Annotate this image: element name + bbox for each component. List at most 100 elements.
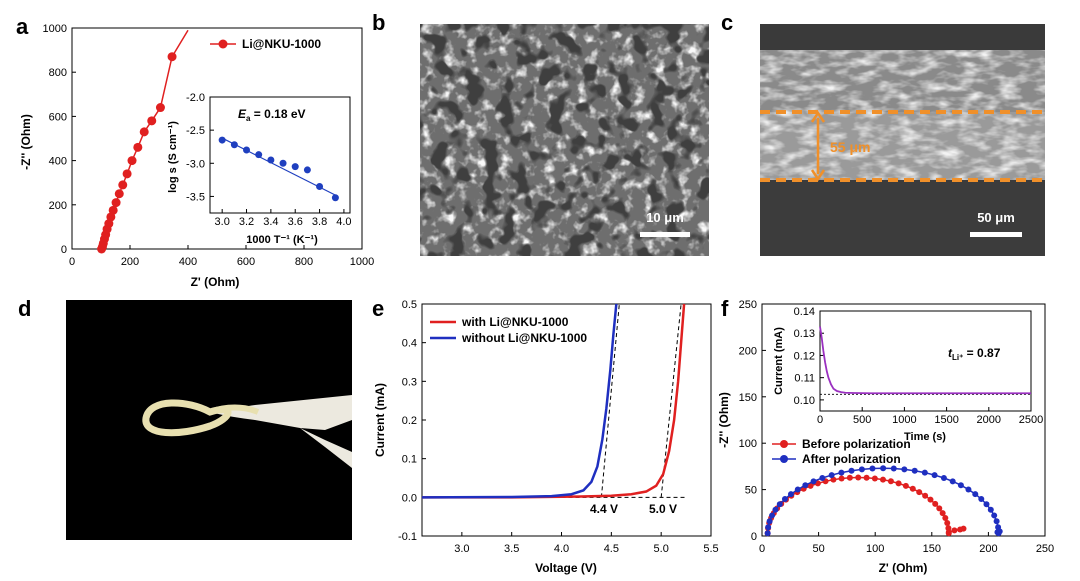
panel-f-y-tick-label: 50 <box>745 485 757 497</box>
panel-a-inset-data-point <box>267 156 275 164</box>
panel-f-after-data-point <box>802 482 809 489</box>
panel-f-x-tick-label: 150 <box>923 543 941 555</box>
panel-f-before-data-point <box>871 475 878 482</box>
panel-e-tangent-line <box>660 303 682 498</box>
panel-a-inset-y-tick-label: -2.5 <box>186 125 205 137</box>
panel-c-sem-cross-section-image: 55 μm 50 μm <box>760 24 1045 256</box>
panel-a-y-tick-label: 0 <box>61 244 67 256</box>
panel-f-before-data-point <box>830 476 837 483</box>
panel-e-tangent-lines <box>561 303 687 498</box>
panel-f-after-data-point <box>931 472 938 479</box>
panel-f-inset-y-tick-label: 0.13 <box>794 328 815 340</box>
panel-c-substrate <box>760 180 1045 256</box>
panel-a-inset-annotation: Ea = 0.18 eV <box>238 107 306 123</box>
panel-f-before-data-point <box>909 485 916 492</box>
panel-f-before-data-point <box>932 500 939 507</box>
panel-b-scale-bar <box>640 232 690 237</box>
panel-f-legend-label-before: Before polarization <box>802 437 911 451</box>
panel-e-y-tick-label: 0.4 <box>402 338 417 350</box>
panel-a-inset-x-label: 1000 T⁻¹ (K⁻¹) <box>246 234 318 246</box>
panel-f-x-tick-label: 100 <box>866 543 884 555</box>
panel-a-inset-y-ticks: -2.0 -2.5 -3.0 -3.5 <box>186 92 214 203</box>
panel-f-inset: 0 500 1000 1500 2000 2500 0.100.110.120.130.1… <box>773 306 1043 443</box>
panel-f-inset-y-tick-label: 0.14 <box>794 306 815 318</box>
panel-f-inset-current-line <box>819 326 1031 395</box>
panel-a-inset-x-tick-label: 4.0 <box>336 216 351 228</box>
panel-a-eis-plot: 0 200 400 600 800 1000 0 200 400 600 800 1000 Z' (… <box>19 23 374 289</box>
panel-f-after-data-point <box>765 524 772 531</box>
panel-e-y-tick-label: 0.1 <box>402 454 417 466</box>
panel-f-before-data-point <box>951 527 958 534</box>
panel-f-x-tick-label: 250 <box>1036 543 1054 555</box>
panel-letter-d: d <box>18 296 31 321</box>
panel-a-inset-y-tick-label: -3.0 <box>186 158 205 170</box>
panel-a-y-tick-label: 200 <box>49 200 67 212</box>
panel-f-inset-x-tick-label: 2500 <box>1019 414 1043 426</box>
panel-f-after-data-point <box>972 491 979 498</box>
panel-a-legend-label: Li@NKU-1000 <box>242 37 321 51</box>
panel-a-data-point <box>111 198 121 208</box>
panel-a-inset-x-ticks: 3.0 3.2 3.4 3.6 3.8 4.0 <box>215 209 352 228</box>
panel-a-inset-x-tick-label: 3.2 <box>239 216 254 228</box>
panel-c-film-texture <box>760 50 1045 180</box>
panel-f-before-data-point <box>902 482 909 489</box>
panel-f-after-data-point <box>766 518 773 525</box>
panel-a-series <box>97 29 189 254</box>
panel-c-thickness-label: 55 μm <box>830 139 870 155</box>
panel-b-scale-label: 10 μm <box>646 210 684 225</box>
panel-f-inset-x-tick-label: 1000 <box>892 414 916 426</box>
panel-c-scale-label: 50 μm <box>977 210 1015 225</box>
panel-a-y-tick-label: 800 <box>49 67 67 79</box>
panel-f-legend: Before polarization After polarization <box>772 437 911 466</box>
panel-letter-b: b <box>372 10 385 35</box>
panel-a-plot-frame <box>71 27 363 250</box>
panel-f-inset-x-tick-label: 2000 <box>977 414 1001 426</box>
panel-a-y-tick-label: 1000 <box>43 23 67 35</box>
panel-a-inset-x-tick-label: 3.0 <box>215 216 230 228</box>
panel-f-inset-y-ticks: 0.10 0.11 0.12 0.13 0.14 <box>794 306 824 407</box>
panel-f-y-tick-label: 150 <box>739 392 757 404</box>
panel-e-legend-label-without: without Li@NKU-1000 <box>461 331 587 345</box>
panel-f-before-data-point <box>922 492 929 499</box>
panel-e-lsv-plot: 3.0 3.5 4.0 4.5 5.0 5.5 -0.1 0.0 0.1 0.2 0.3 0.4 0.… <box>373 299 719 575</box>
panel-f-x-axis-label: Z' (Ohm) <box>879 561 928 575</box>
panel-a-data-point <box>108 205 118 215</box>
panel-f-after-data-point <box>794 486 801 493</box>
panel-f-x-tick-label: 200 <box>979 543 997 555</box>
panel-a-inset-y-tick-label: -2.0 <box>186 92 205 104</box>
panel-f-before-data-point <box>807 482 814 489</box>
panel-f-y-tick-label: 0 <box>751 531 757 543</box>
panel-d-tweezer-gap <box>300 420 352 452</box>
panel-f-before-data-point <box>945 529 952 536</box>
panel-f-after-data-point <box>869 465 876 472</box>
panel-f-before-data-point <box>887 478 894 485</box>
panel-a-x-tick-label: 400 <box>179 256 197 268</box>
panel-f-after-data-point <box>921 469 928 476</box>
panel-f-after-data-point <box>940 474 947 481</box>
panel-f-y-tick-label: 250 <box>739 299 757 311</box>
panel-f-inset-series <box>819 326 1031 395</box>
panel-a-inset-data-point <box>230 141 238 149</box>
panel-d-film-end <box>208 404 260 415</box>
panel-a-x-tick-label: 800 <box>295 256 313 268</box>
panel-e-series <box>421 303 686 499</box>
panel-a-legend: Li@NKU-1000 <box>210 37 321 51</box>
panel-f-eis-polarization-plot: 0 50 100 150 200 250 0 50 100 150 200 250 Z' (Ohm)… <box>717 299 1054 575</box>
panel-f-before-data-point <box>939 510 946 517</box>
panel-a-x-tick-label: 0 <box>69 256 75 268</box>
panel-f-after-data-point <box>890 465 897 472</box>
panel-f-inset-frame <box>819 310 1032 412</box>
panel-a-data-point <box>133 142 143 152</box>
panel-f-after-data-point <box>987 506 994 513</box>
panel-f-inset-y-tick-label: 0.12 <box>794 350 815 362</box>
panel-f-after-data-point <box>769 512 776 519</box>
panel-f-after-data-point <box>991 512 998 519</box>
panel-a-data-point <box>155 103 165 113</box>
panel-f-before-data-point <box>944 519 951 526</box>
panel-c-arrow-head-top <box>810 110 826 123</box>
panel-f-after-data-point <box>996 528 1003 535</box>
panel-f-y-tick-label: 100 <box>739 438 757 450</box>
panel-a-inset-x-tick-label: 3.6 <box>288 216 303 228</box>
panel-f-inset-y-tick-label: 0.10 <box>794 395 815 407</box>
